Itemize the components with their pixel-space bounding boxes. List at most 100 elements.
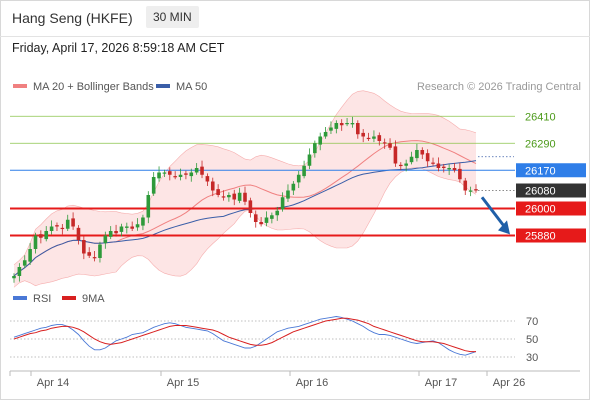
candle-body [366, 137, 371, 140]
rsi-line [13, 316, 477, 356]
candle-body [350, 123, 355, 125]
candle-body [82, 240, 86, 254]
level-label-26000: 26000 [525, 204, 556, 216]
projection-arrow-head [498, 220, 510, 235]
candle-body [436, 163, 441, 168]
candle-body [28, 249, 32, 262]
candle-body [409, 156, 414, 163]
candle-body [302, 165, 306, 177]
candle-body [98, 244, 102, 258]
candle-body [388, 143, 392, 148]
timeframe-badge[interactable]: 30 MIN [146, 6, 199, 28]
candle-body [452, 168, 457, 171]
candle-body [157, 172, 161, 179]
ma50-legend-swatch [156, 84, 170, 88]
candle-body [323, 132, 328, 137]
candle-body [221, 196, 226, 198]
candle-body [141, 217, 145, 226]
candle-body [313, 143, 317, 154]
candle-body [146, 195, 151, 218]
candle-body [447, 168, 451, 170]
candle-body [17, 267, 22, 276]
candle-body [431, 162, 435, 164]
candle-body [318, 136, 323, 145]
candle-body [200, 166, 204, 175]
rsi-tick-label: 30 [526, 352, 538, 364]
candle-body [458, 168, 462, 180]
candle-body [71, 218, 75, 227]
rsi-legend-swatch [13, 296, 27, 300]
candle-body [286, 190, 290, 199]
x-axis-label: Apr 16 [296, 377, 328, 389]
level-badge-26170 [516, 163, 586, 178]
copyright-text: Research © 2026 Trading Central [417, 81, 581, 93]
candle-body [108, 231, 113, 237]
x-axis-label: Apr 26 [493, 377, 525, 389]
candle-body [189, 172, 194, 177]
candle-body [227, 195, 231, 198]
candle-body [135, 224, 140, 228]
candle-body [114, 231, 118, 234]
candle-body [205, 176, 210, 182]
candle-body [377, 135, 382, 141]
candle-body [92, 257, 97, 259]
candle-body [372, 136, 376, 139]
candle-body [33, 235, 38, 249]
level-badge-25880 [516, 228, 586, 243]
candle-body [173, 176, 177, 178]
candle-body [307, 154, 312, 166]
ma50-legend-label: MA 50 [176, 81, 207, 93]
candle-body [296, 174, 301, 183]
candle-body [12, 276, 16, 279]
current-price-label: 26080 [525, 186, 556, 198]
bollinger-upper-line [13, 90, 477, 266]
candle-body [253, 214, 258, 222]
candle-body [76, 227, 81, 240]
chart-datetime: Friday, April 17, 2026 8:59:18 AM CET [12, 41, 225, 55]
bollinger-legend-label: MA 20 + Bollinger Bands [33, 81, 154, 93]
candle-body [264, 217, 269, 223]
candle-body [441, 166, 446, 168]
candle-body [237, 192, 242, 201]
current-price-badge [516, 183, 586, 198]
candle-body [382, 142, 387, 144]
candle-body [178, 174, 183, 177]
candle-body [151, 177, 156, 194]
level-label-26170: 26170 [525, 165, 556, 177]
ma50-line [13, 160, 477, 277]
rsi-tick-label: 70 [526, 316, 538, 328]
candle-body [44, 231, 49, 240]
level-label-25880: 25880 [525, 231, 556, 243]
rsi-ma-legend-label: 9MA [82, 293, 105, 305]
candle-body [361, 132, 365, 137]
projection-arrow-shaft [480, 196, 507, 229]
candle-body [167, 171, 172, 175]
candle-body [463, 180, 468, 191]
rsi-tick-label: 50 [526, 334, 538, 346]
candle-body [474, 189, 478, 191]
rsi-ma-legend-swatch [62, 296, 76, 300]
candle-body [356, 123, 360, 135]
candle-body [404, 163, 408, 166]
level-label-26290: 26290 [525, 138, 556, 150]
candle-body [259, 222, 263, 225]
candle-body [270, 215, 274, 219]
level-badge-26000 [516, 201, 586, 216]
instrument-title: Hang Seng (HKFE) [12, 10, 133, 26]
candle-body [103, 235, 108, 244]
candle-body [210, 181, 215, 191]
candle-body [393, 146, 398, 164]
chart-header: Hang Seng (HKFE) 30 MIN [0, 0, 590, 37]
candle-body [87, 252, 92, 256]
candle-body [329, 127, 333, 131]
candle-body [55, 225, 59, 227]
candle-body [194, 168, 199, 173]
candle-body [49, 226, 54, 231]
candle-body [130, 226, 134, 229]
candle-body [425, 153, 430, 162]
bollinger-lower-line [13, 167, 477, 288]
x-axis-label: Apr 15 [167, 377, 199, 389]
candle-body [60, 227, 65, 230]
x-axis-label: Apr 14 [37, 377, 69, 389]
candle-body [243, 192, 247, 202]
